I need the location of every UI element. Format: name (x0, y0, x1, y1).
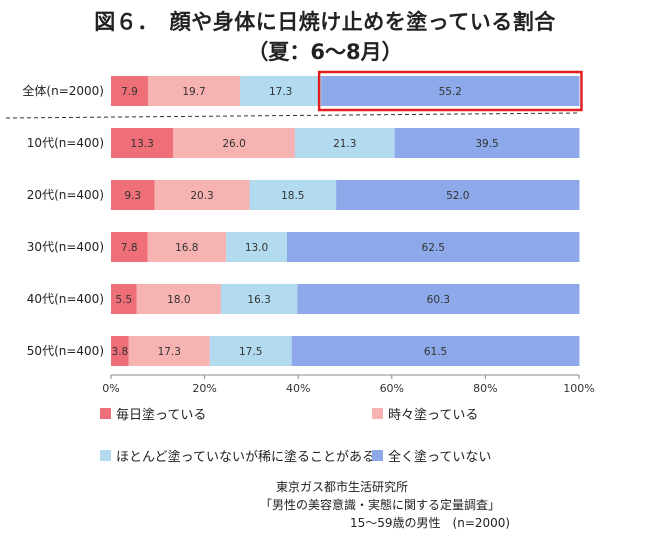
bar-segment (111, 284, 137, 314)
category-label: 全体(n=2000) (22, 83, 104, 98)
data-label: 19.7 (182, 86, 205, 98)
bar-segment (249, 180, 337, 210)
category-label: 50代(n=400) (27, 344, 104, 358)
highlight-box (317, 70, 583, 112)
category-label: 20代(n=400) (27, 188, 104, 202)
data-label: 55.2 (439, 86, 462, 98)
bar-segment (297, 284, 580, 314)
data-label: 16.8 (175, 242, 198, 254)
legend-item-never: 全く塗っていない (372, 446, 491, 465)
data-label: 61.5 (424, 346, 447, 358)
bar-segment (336, 180, 580, 210)
bar-segment (321, 76, 580, 106)
bar-segment (136, 284, 221, 314)
legend-swatch-never (372, 450, 383, 461)
legend-label-daily: 毎日塗っている (116, 408, 207, 423)
bar-segment (286, 232, 580, 262)
bar-segment (147, 232, 227, 262)
legend-swatch-sometimes (372, 408, 383, 419)
bar-segment (111, 336, 129, 366)
bar-segment (128, 336, 210, 366)
data-label: 21.3 (333, 138, 356, 150)
data-label: 7.9 (121, 86, 138, 98)
data-label: 60.3 (427, 294, 450, 306)
data-label: 18.0 (167, 294, 190, 306)
bar-segment (240, 76, 322, 106)
bar-segment (111, 232, 148, 262)
data-label: 13.3 (130, 138, 153, 150)
bar-segment (154, 180, 250, 210)
data-label: 52.0 (446, 190, 469, 202)
bar-segment (111, 128, 174, 158)
bar-segment (291, 336, 580, 366)
legend-swatch-daily (100, 408, 111, 419)
x-tick-label: 60% (380, 382, 404, 395)
chart-plot: 全体(n=2000) 7.9 19.7 17.3 55.2 10代(n=400) 13.3 2… (5, 70, 595, 395)
data-label: 7.8 (121, 242, 138, 254)
chart-subtitle: （夏：6～8月） (247, 40, 403, 64)
category-label: 10代(n=400) (27, 136, 104, 150)
legend-item-sometimes: 時々塗っている (372, 404, 478, 423)
legend-label-rarely: ほとんど塗っていないが稀に塗ることがある (116, 450, 375, 465)
bar-segment (111, 76, 148, 106)
category-label: 30代(n=400) (27, 240, 104, 254)
chart-title: 図６． 顔や身体に日焼け止めを塗っている割合 (94, 10, 556, 34)
separator-line (5, 112, 580, 119)
category-label: 40代(n=400) (27, 292, 104, 306)
data-label: 5.5 (116, 294, 133, 306)
bar-segment (111, 180, 155, 210)
data-label: 20.3 (190, 190, 213, 202)
legend-swatch-rarely (100, 450, 111, 461)
data-label: 62.5 (422, 242, 445, 254)
bar-segment (226, 232, 287, 262)
data-label: 39.5 (475, 138, 498, 150)
legend-label-never: 全く塗っていない (388, 450, 492, 465)
data-label: 17.3 (158, 346, 181, 358)
bar-segment (147, 76, 241, 106)
source-survey: 「男性の美容意識・実態に関する定量調査」 (260, 498, 501, 512)
data-label: 17.5 (239, 346, 262, 358)
data-label: 9.3 (124, 190, 141, 202)
data-label: 18.5 (281, 190, 304, 202)
data-label: 16.3 (247, 294, 270, 306)
data-label: 3.8 (112, 346, 129, 358)
data-label: 17.3 (269, 86, 292, 98)
bar-segment (209, 336, 292, 366)
bar-segment (294, 128, 395, 158)
x-tick-label: 80% (473, 382, 497, 395)
data-label: 26.0 (222, 138, 245, 150)
x-tick-label: 40% (286, 382, 310, 395)
bar-segment (220, 284, 298, 314)
data-label: 13.0 (245, 242, 268, 254)
x-tick-label: 20% (192, 382, 216, 395)
legend-item-rarely: ほとんど塗っていないが稀に塗ることがある (100, 446, 375, 465)
x-tick-label: 100% (563, 382, 594, 395)
bar-segment (173, 128, 295, 158)
x-tick-label: 0% (102, 382, 119, 395)
legend-label-sometimes: 時々塗っている (388, 408, 479, 423)
legend-item-daily: 毎日塗っている (100, 404, 206, 423)
source-org: 東京ガス都市生活研究所 (276, 480, 409, 494)
source-sample: 15～59歳の男性 (n=2000) (350, 516, 511, 530)
bar-segment (394, 128, 580, 158)
